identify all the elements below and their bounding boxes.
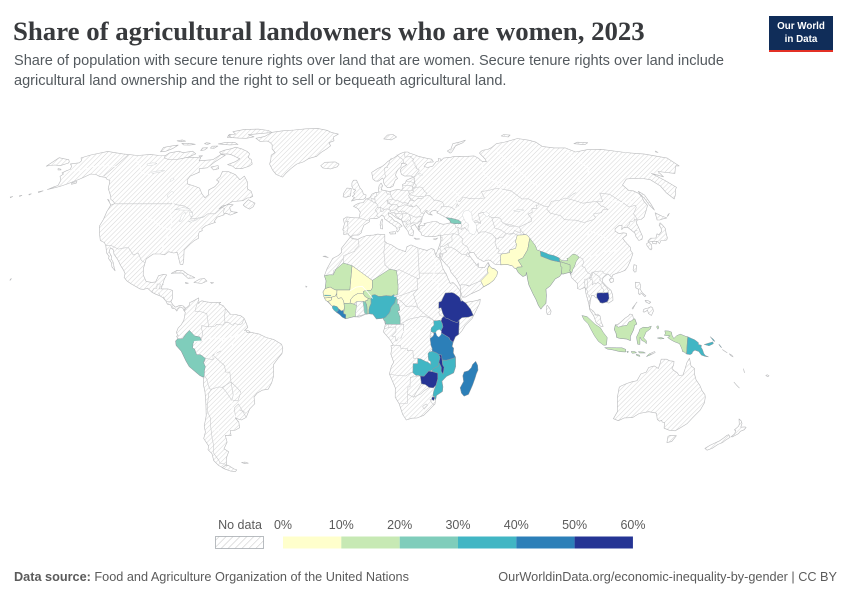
svg-text:No data: No data [218,518,262,532]
svg-text:0%: 0% [274,518,292,532]
svg-text:40%: 40% [504,518,529,532]
svg-text:60%: 60% [620,518,645,532]
svg-text:10%: 10% [329,518,354,532]
svg-text:30%: 30% [445,518,470,532]
svg-text:50%: 50% [562,518,587,532]
svg-text:20%: 20% [387,518,412,532]
